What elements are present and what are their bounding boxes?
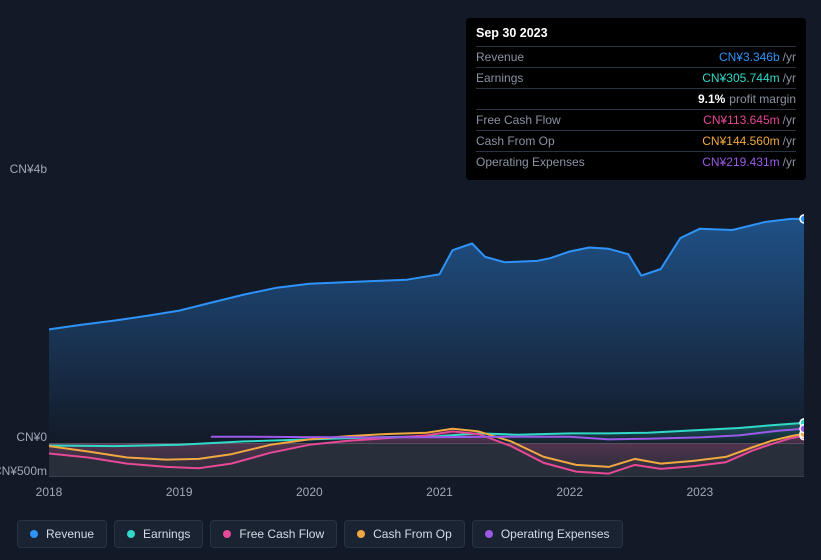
series-area	[49, 219, 804, 444]
x-axis-label: 2019	[166, 485, 193, 499]
y-axis-label: CN¥4b	[10, 162, 47, 176]
legend-label: Revenue	[46, 527, 94, 541]
x-axis-label: 2021	[426, 485, 453, 499]
x-axis-label: 2022	[556, 485, 583, 499]
legend-item[interactable]: Revenue	[17, 520, 107, 548]
chart-legend: Revenue Earnings Free Cash Flow Cash From O…	[17, 520, 623, 548]
tooltip-metric-value: CN¥144.560m/yr	[702, 134, 796, 148]
tooltip-row: Free Cash Flow CN¥113.645m/yr	[476, 110, 796, 131]
tooltip-metric-value: CN¥305.744m/yr	[702, 71, 796, 85]
legend-dot-icon	[30, 530, 38, 538]
x-axis-label: 2018	[36, 485, 63, 499]
tooltip-date: Sep 30 2023	[476, 26, 796, 47]
x-axis-label: 2023	[687, 485, 714, 499]
chart-plot-area[interactable]	[49, 175, 804, 477]
tooltip-row: Earnings CN¥305.744m/yr	[476, 68, 796, 89]
legend-dot-icon	[485, 530, 493, 538]
legend-label: Earnings	[143, 527, 190, 541]
tooltip-row: 9.1%profit margin	[476, 89, 796, 110]
legend-dot-icon	[127, 530, 135, 538]
legend-label: Free Cash Flow	[239, 527, 324, 541]
legend-dot-icon	[357, 530, 365, 538]
tooltip-extra: 9.1%profit margin	[698, 92, 796, 106]
series-marker	[800, 215, 804, 223]
legend-dot-icon	[223, 530, 231, 538]
tooltip-metric-value: CN¥3.346b/yr	[719, 50, 796, 64]
y-axis-label: CN¥0	[16, 430, 47, 444]
financial-chart: CN¥4bCN¥0-CN¥500m 2018201920202021202220…	[17, 155, 807, 505]
tooltip-metric-label: Free Cash Flow	[476, 113, 561, 127]
tooltip-metric-label: Cash From Op	[476, 134, 555, 148]
legend-label: Operating Expenses	[501, 527, 610, 541]
tooltip-metric-label: Revenue	[476, 50, 524, 64]
legend-item[interactable]: Free Cash Flow	[210, 520, 337, 548]
tooltip-metric-value: CN¥113.645m/yr	[703, 113, 796, 127]
tooltip-row: Cash From Op CN¥144.560m/yr	[476, 131, 796, 152]
x-axis-label: 2020	[296, 485, 323, 499]
legend-item[interactable]: Operating Expenses	[472, 520, 623, 548]
legend-label: Cash From Op	[373, 527, 452, 541]
legend-item[interactable]: Earnings	[114, 520, 203, 548]
y-axis-label: -CN¥500m	[0, 464, 47, 478]
tooltip-metric-label: Earnings	[476, 71, 523, 85]
legend-item[interactable]: Cash From Op	[344, 520, 465, 548]
series-marker	[800, 425, 804, 433]
tooltip-row: Revenue CN¥3.346b/yr	[476, 47, 796, 68]
